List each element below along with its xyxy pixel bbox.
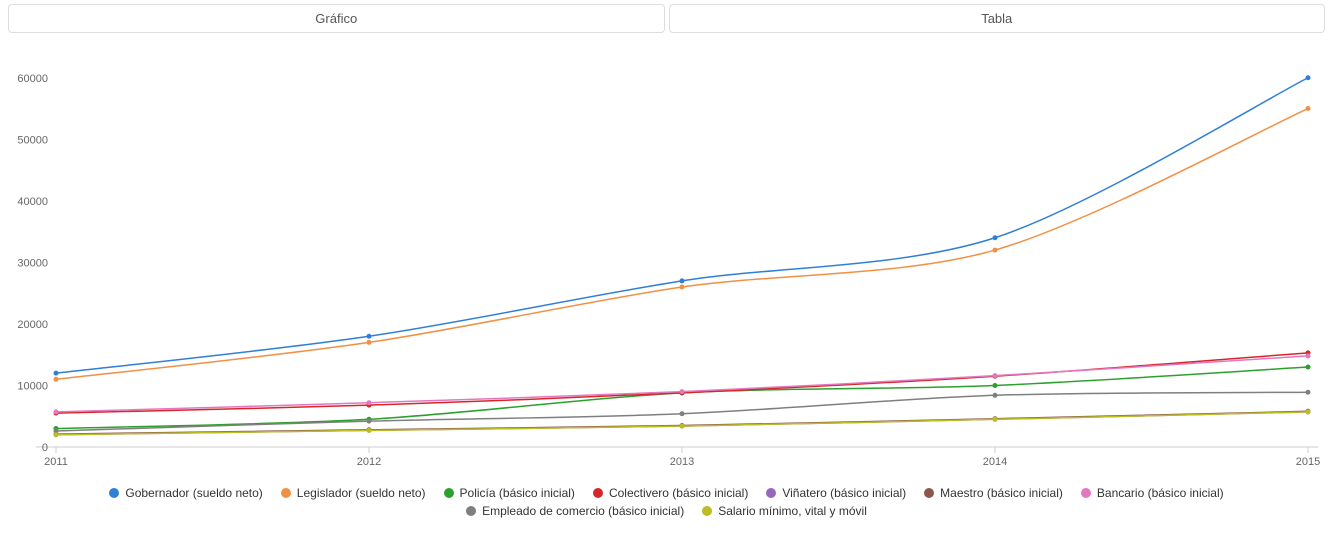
series-point[interactable] xyxy=(367,340,372,345)
series-point[interactable] xyxy=(680,424,685,429)
series-point[interactable] xyxy=(367,334,372,339)
series-point[interactable] xyxy=(680,411,685,416)
legend-item[interactable]: Empleado de comercio (básico inicial) xyxy=(466,504,684,518)
series-point[interactable] xyxy=(1306,353,1311,358)
series-point[interactable] xyxy=(680,389,685,394)
legend-item[interactable]: Legislador (sueldo neto) xyxy=(281,486,426,500)
chart-legend: Gobernador (sueldo neto) Legislador (suel… xyxy=(0,482,1333,526)
series-point[interactable] xyxy=(993,393,998,398)
legend-label: Gobernador (sueldo neto) xyxy=(125,486,262,500)
legend-item[interactable]: Salario mínimo, vital y móvil xyxy=(702,504,867,518)
legend-item[interactable]: Colectivero (básico inicial) xyxy=(593,486,748,500)
x-tick-label: 2011 xyxy=(44,456,68,468)
series-point[interactable] xyxy=(54,377,59,382)
legend-item[interactable]: Maestro (básico inicial) xyxy=(924,486,1063,500)
legend-item[interactable]: Bancario (básico inicial) xyxy=(1081,486,1224,500)
series-point[interactable] xyxy=(367,400,372,405)
series-point[interactable] xyxy=(1306,390,1311,395)
y-tick-label: 30000 xyxy=(17,257,48,269)
series-point[interactable] xyxy=(1306,365,1311,370)
legend-label: Empleado de comercio (básico inicial) xyxy=(482,504,684,518)
series-line[interactable] xyxy=(56,353,1308,413)
series-line[interactable] xyxy=(56,367,1308,429)
legend-item[interactable]: Policía (básico inicial) xyxy=(444,486,575,500)
series-point[interactable] xyxy=(54,371,59,376)
series-point[interactable] xyxy=(1306,409,1311,414)
series-point[interactable] xyxy=(993,417,998,422)
series-point[interactable] xyxy=(993,373,998,378)
legend-label: Legislador (sueldo neto) xyxy=(297,486,426,500)
legend-swatch xyxy=(924,488,934,498)
y-tick-label: 10000 xyxy=(17,380,48,392)
y-tick-label: 0 xyxy=(42,442,48,454)
y-tick-label: 40000 xyxy=(17,196,48,208)
series-line[interactable] xyxy=(56,78,1308,373)
series-point[interactable] xyxy=(1306,75,1311,80)
series-point[interactable] xyxy=(367,419,372,424)
legend-swatch xyxy=(109,488,119,498)
legend-swatch xyxy=(444,488,454,498)
legend-label: Salario mínimo, vital y móvil xyxy=(718,504,867,518)
series-point[interactable] xyxy=(54,432,59,437)
y-tick-label: 60000 xyxy=(17,73,48,85)
x-tick-label: 2015 xyxy=(1296,456,1320,468)
legend-label: Policía (básico inicial) xyxy=(460,486,575,500)
x-tick-label: 2014 xyxy=(983,456,1007,468)
legend-swatch xyxy=(766,488,776,498)
series-line[interactable] xyxy=(56,356,1308,412)
legend-item[interactable]: Viñatero (básico inicial) xyxy=(766,486,906,500)
chart-container: 2011 2012 2013 2014 2015 0 10000 20000 30000 4000… xyxy=(8,37,1325,482)
legend-swatch xyxy=(466,506,476,516)
legend-item[interactable]: Gobernador (sueldo neto) xyxy=(109,486,262,500)
series-point[interactable] xyxy=(993,235,998,240)
legend-label: Bancario (básico inicial) xyxy=(1097,486,1224,500)
series-point[interactable] xyxy=(680,285,685,290)
series-point[interactable] xyxy=(367,428,372,433)
series-point[interactable] xyxy=(680,278,685,283)
series-line[interactable] xyxy=(56,109,1308,380)
tabs: Gráfico Tabla xyxy=(8,4,1325,33)
legend-swatch xyxy=(702,506,712,516)
y-tick-label: 50000 xyxy=(17,134,48,146)
x-tick-label: 2013 xyxy=(670,456,694,468)
series-point[interactable] xyxy=(54,409,59,414)
legend-swatch xyxy=(281,488,291,498)
series-point[interactable] xyxy=(993,248,998,253)
tab-grafico[interactable]: Gráfico xyxy=(8,4,665,33)
legend-swatch xyxy=(1081,488,1091,498)
x-tick-label: 2012 xyxy=(357,456,381,468)
legend-swatch xyxy=(593,488,603,498)
series-point[interactable] xyxy=(993,383,998,388)
legend-label: Colectivero (básico inicial) xyxy=(609,486,748,500)
line-chart: 2011 2012 2013 2014 2015 0 10000 20000 30000 4000… xyxy=(8,37,1325,477)
y-tick-label: 20000 xyxy=(17,319,48,331)
legend-label: Maestro (básico inicial) xyxy=(940,486,1063,500)
legend-label: Viñatero (básico inicial) xyxy=(782,486,906,500)
series-point[interactable] xyxy=(1306,106,1311,111)
tab-tabla[interactable]: Tabla xyxy=(669,4,1326,33)
